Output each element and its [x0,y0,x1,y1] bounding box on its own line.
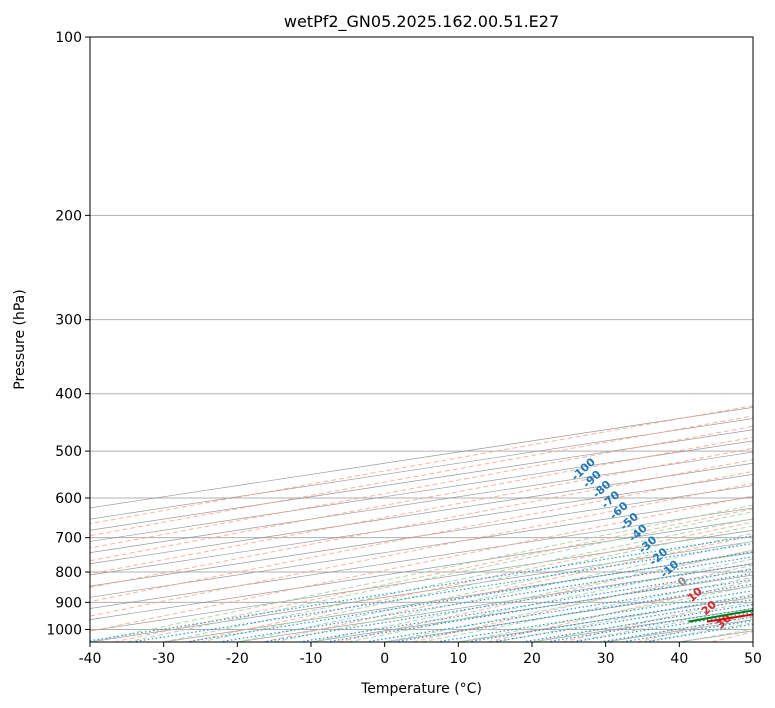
moist-adiabat--40 [90,504,753,642]
dry-adiabat--10 [338,549,753,642]
isotherm--70 [90,507,753,609]
dry-adiabat--20 [263,535,753,642]
chart-title: wetPf2_GN05.2025.162.00.51.E27 [284,12,559,32]
mixing-ratio-line [90,535,753,642]
mixing-ratio-line [131,542,753,642]
moist-adiabat--30 [163,518,753,642]
isotherm--40 [90,541,753,642]
mixing-ratio-line [185,551,753,642]
dry-adiabat--110 [90,425,753,549]
mixing-ratio-line [218,556,753,642]
y-axis: 1000 900 800 700 600 500 400 300 200 100 [46,30,90,638]
dry-adiabat--130 [90,405,753,525]
moist-adiabat-20 [531,601,753,642]
x-tick-label: 20 [523,651,541,667]
dry-adiabat--80 [90,459,753,588]
y-tick-label: 500 [55,444,82,460]
moist-adiabat-0 [384,567,753,642]
y-tick-label: 800 [55,565,82,581]
x-tick-label: 30 [597,651,615,667]
moist-adiabat--20 [237,532,753,642]
y-axis-title: Pressure (hPa) [12,289,28,389]
dry-adiabat--70 [90,470,753,603]
x-tick-label: -20 [226,651,249,667]
x-tick-label: 50 [744,651,762,667]
moist-adiabat--35 [126,511,753,642]
dry-adiabat--40 [113,508,753,642]
isotherm--100 [90,474,753,576]
isotherm--130 [90,440,753,542]
dewpoint-line [688,609,753,623]
moist-adiabat-40 [679,628,753,642]
isotherm-0 [384,585,753,642]
x-tick-label: 40 [670,651,688,667]
y-tick-label: 400 [55,387,82,403]
isotherm--90 [90,485,753,587]
x-axis: -40 -30 -20 -10 0 10 20 30 40 50 [79,642,762,667]
y-tick-label: 100 [55,30,82,46]
dry-adiabat--60 [90,482,753,617]
mixing-ratio-line [262,563,753,642]
x-tick-label: 0 [380,651,389,667]
moist-adiabat-25 [568,608,753,642]
y-tick-label: 200 [55,208,82,224]
profile-series [688,609,753,623]
moist-adiabat-15 [495,593,753,642]
mixing-ratio-line [326,572,753,642]
y-tick-label: 1000 [46,622,82,638]
x-tick-label: -40 [79,651,102,667]
isotherm--110 [90,462,753,565]
isotherm-40 [679,630,753,642]
isotherm-50 [752,641,753,642]
y-tick-label: 300 [55,313,82,329]
moist-adiabat--25 [200,525,753,642]
y-tick-label: 900 [55,595,82,611]
mixing-ratio-line [299,568,753,642]
temperature-line [706,613,753,623]
y-tick-label: 600 [55,491,82,507]
isotherm--120 [90,451,753,553]
x-tick-label: 10 [449,651,467,667]
dry-adiabat-10 [487,580,753,642]
mixing-ratio-line [599,616,753,642]
background-lines [90,37,753,642]
x-tick-label: -30 [152,651,175,667]
plot-frame [89,36,754,643]
dry-adiabat--90 [90,447,753,575]
dry-adiabat-40 [711,631,753,642]
moist-adiabat-10 [458,585,753,642]
x-tick-label: -10 [300,651,323,667]
x-axis-title: Temperature (°C) [360,681,482,697]
moist-adiabat--5 [347,558,753,642]
moist-adiabat-5 [421,576,753,642]
y-tick-label: 700 [55,531,82,547]
isotherm-20 [531,608,753,642]
